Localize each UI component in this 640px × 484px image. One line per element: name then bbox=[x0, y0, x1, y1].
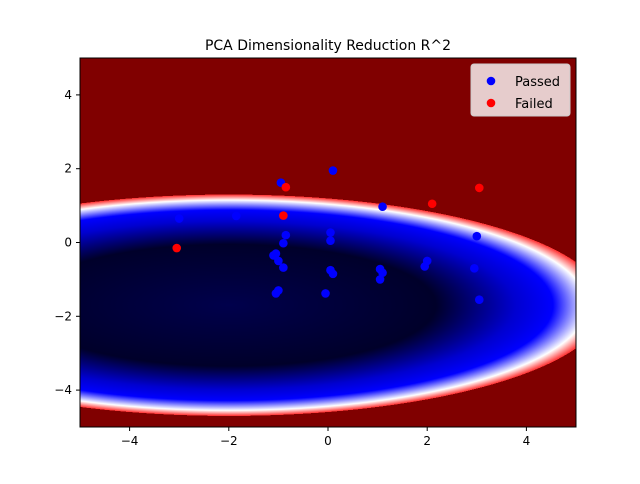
data-point-passed bbox=[271, 289, 281, 298]
data-point-passed bbox=[378, 268, 387, 278]
legend-label-failed: Failed bbox=[515, 97, 553, 112]
x-tick-label: −2 bbox=[220, 434, 238, 448]
data-point-passed bbox=[231, 211, 241, 221]
legend: Passed Failed bbox=[470, 63, 571, 117]
data-point-failed bbox=[172, 243, 182, 253]
data-point-failed bbox=[474, 183, 484, 193]
x-tick-label: 2 bbox=[423, 434, 431, 448]
data-point-passed bbox=[420, 262, 430, 271]
data-point-passed bbox=[375, 275, 385, 284]
data-point-failed bbox=[281, 182, 291, 192]
x-tick-label: −4 bbox=[121, 434, 139, 448]
y-tick-label: 2 bbox=[64, 162, 72, 176]
y-axis: −4 −2 0 2 4 bbox=[54, 88, 80, 397]
y-tick-label: −2 bbox=[54, 309, 72, 323]
legend-marker-passed bbox=[486, 76, 496, 86]
data-point-passed bbox=[274, 256, 283, 266]
data-point-passed bbox=[328, 166, 338, 175]
x-tick-label: 4 bbox=[523, 434, 531, 448]
data-point-passed bbox=[474, 295, 484, 304]
data-point-failed bbox=[427, 199, 437, 209]
legend-label-passed: Passed bbox=[515, 75, 560, 90]
data-point-passed bbox=[281, 230, 291, 240]
scatter-points bbox=[172, 166, 484, 304]
data-point-passed bbox=[279, 238, 288, 248]
data-point-passed bbox=[326, 236, 335, 245]
x-tick-label: 0 bbox=[324, 434, 332, 448]
series-passed bbox=[174, 166, 484, 304]
plot-area bbox=[79, 57, 577, 428]
chart-title: PCA Dimensionality Reduction R^2 bbox=[205, 38, 451, 54]
data-point-passed bbox=[269, 251, 278, 260]
y-tick-label: 0 bbox=[64, 236, 72, 250]
legend-marker-failed bbox=[486, 98, 496, 108]
data-point-passed bbox=[326, 228, 335, 237]
legend-box bbox=[470, 63, 571, 117]
data-point-passed bbox=[472, 231, 482, 241]
data-point-passed bbox=[279, 263, 288, 272]
data-point-passed bbox=[470, 264, 479, 273]
y-tick-label: 4 bbox=[64, 88, 72, 102]
data-point-passed bbox=[321, 289, 330, 298]
y-tick-label: −4 bbox=[54, 383, 72, 397]
data-point-passed bbox=[378, 202, 387, 212]
data-point-failed bbox=[279, 211, 288, 220]
series-failed bbox=[172, 182, 484, 253]
x-axis: −4 −2 0 2 4 bbox=[121, 427, 530, 448]
data-point-passed bbox=[328, 269, 338, 279]
data-point-passed bbox=[174, 214, 184, 223]
